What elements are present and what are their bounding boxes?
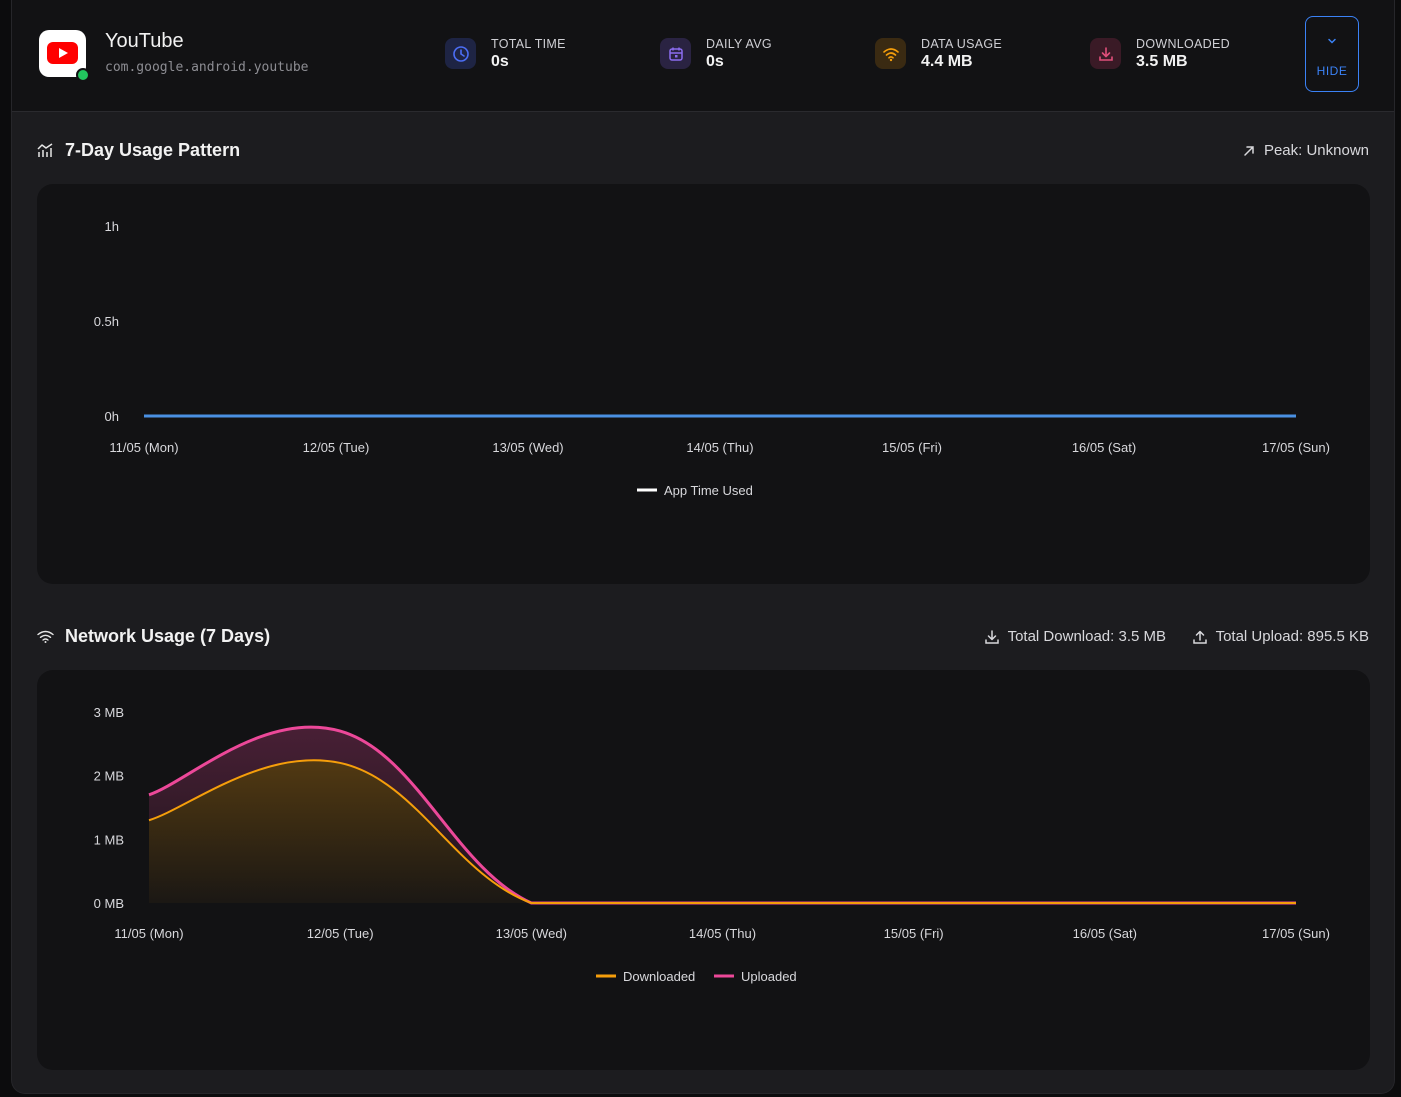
total-upload-indicator: Total Upload: 895.5 KB <box>1192 628 1369 645</box>
x-tick-label: 16/05 (Sat) <box>1073 926 1137 941</box>
app-detail-panel: YouTube com.google.android.youtube TOTAL… <box>11 0 1395 1094</box>
y-tick-label: 1 MB <box>94 832 124 847</box>
peak-label: Peak: Unknown <box>1263 142 1369 159</box>
app-package-name: com.google.android.youtube <box>105 60 309 75</box>
x-tick-label: 11/05 (Mon) <box>114 926 183 941</box>
hide-button-label: HIDE <box>1316 64 1348 78</box>
trend-chart-icon <box>37 143 53 157</box>
x-tick-label: 14/05 (Thu) <box>686 440 753 455</box>
y-tick-label: 1h <box>105 219 119 234</box>
y-tick-label: 2 MB <box>94 769 124 784</box>
legend-label: Downloaded <box>623 969 695 984</box>
total-download-indicator: Total Download: 3.5 MB <box>984 628 1166 645</box>
clock-icon <box>445 38 476 69</box>
x-tick-label: 16/05 (Sat) <box>1072 440 1136 455</box>
x-tick-label: 11/05 (Mon) <box>109 440 178 455</box>
hide-button[interactable]: HIDE <box>1305 16 1359 92</box>
usage-line-chart: 0h 0.5h 1h 11/05 (Mon) 12/05 (Tue) 13/05 (Wed… <box>94 219 1330 498</box>
stat-label: DAILY AVG <box>706 37 772 51</box>
calendar-icon <box>660 38 691 69</box>
usage-section-title-text: 7-Day Usage Pattern <box>65 140 241 160</box>
downloaded-line <box>148 759 1296 904</box>
stat-value: 4.4 MB <box>921 53 973 70</box>
x-tick-label: 13/05 (Wed) <box>496 926 567 941</box>
wifi-icon <box>37 630 54 643</box>
y-tick-label: 3 MB <box>94 705 124 720</box>
wifi-icon <box>875 38 906 69</box>
x-tick-label: 15/05 (Fri) <box>884 926 944 941</box>
stat-daily-avg: DAILY AVG 0s <box>660 36 860 76</box>
stat-label: DOWNLOADED <box>1136 37 1230 51</box>
stat-label: DATA USAGE <box>921 37 1003 51</box>
y-tick-label: 0.5h <box>94 314 119 329</box>
legend-item[interactable]: Downloaded <box>596 969 695 984</box>
usage-section-title: 7-Day Usage Pattern <box>37 140 240 161</box>
uploaded-area <box>149 727 1296 903</box>
arrow-up-right-icon <box>1244 145 1254 156</box>
x-tick-label: 17/05 (Sun) <box>1262 440 1330 455</box>
stat-value: 3.5 MB <box>1136 53 1188 70</box>
x-tick-label: 13/05 (Wed) <box>492 440 563 455</box>
stat-value: 0s <box>706 53 724 70</box>
download-icon <box>1090 38 1121 69</box>
stat-data-usage: DATA USAGE 4.4 MB <box>875 36 1075 76</box>
x-tick-label: 17/05 (Sun) <box>1262 926 1330 941</box>
usage-chart-card: 0h 0.5h 1h 11/05 (Mon) 12/05 (Tue) 13/05 (Wed… <box>37 184 1370 584</box>
stat-total-time: TOTAL TIME 0s <box>445 36 645 76</box>
app-header: YouTube com.google.android.youtube TOTAL… <box>12 0 1394 112</box>
network-section-title-text: Network Usage (7 Days) <box>65 626 271 646</box>
stat-downloaded: DOWNLOADED 3.5 MB <box>1090 36 1290 76</box>
stat-value: 0s <box>491 53 509 70</box>
network-area-chart: 0 MB 1 MB 2 MB 3 MB 11/05 (Mon) 12/05 (Tue) 13… <box>94 705 1330 984</box>
x-tick-label: 12/05 (Tue) <box>303 440 370 455</box>
legend-label: Uploaded <box>741 969 797 984</box>
total-upload-label: Total Upload: 895.5 KB <box>1215 628 1369 645</box>
network-section-title: Network Usage (7 Days) <box>37 626 270 647</box>
y-tick-label: 0 MB <box>94 896 124 911</box>
total-download-label: Total Download: 3.5 MB <box>1007 628 1166 645</box>
x-tick-label: 12/05 (Tue) <box>307 926 374 941</box>
x-tick-label: 15/05 (Fri) <box>882 440 942 455</box>
stat-label: TOTAL TIME <box>491 37 566 51</box>
online-status-dot <box>76 68 90 82</box>
y-tick-label: 0h <box>105 409 119 424</box>
upload-icon <box>1192 630 1207 644</box>
youtube-logo-icon <box>47 42 78 64</box>
legend-label: App Time Used <box>664 483 753 498</box>
x-tick-label: 14/05 (Thu) <box>689 926 756 941</box>
app-name: YouTube <box>105 30 184 52</box>
legend-item[interactable]: App Time Used <box>637 483 753 498</box>
app-icon <box>39 30 86 77</box>
peak-indicator: Peak: Unknown <box>1242 142 1369 159</box>
legend-item[interactable]: Uploaded <box>714 969 797 984</box>
download-icon <box>984 629 999 644</box>
chevron-down-icon <box>1328 38 1336 44</box>
downloaded-area <box>149 760 1296 903</box>
network-chart-card: 0 MB 1 MB 2 MB 3 MB 11/05 (Mon) 12/05 (Tue) 13… <box>37 670 1370 1070</box>
